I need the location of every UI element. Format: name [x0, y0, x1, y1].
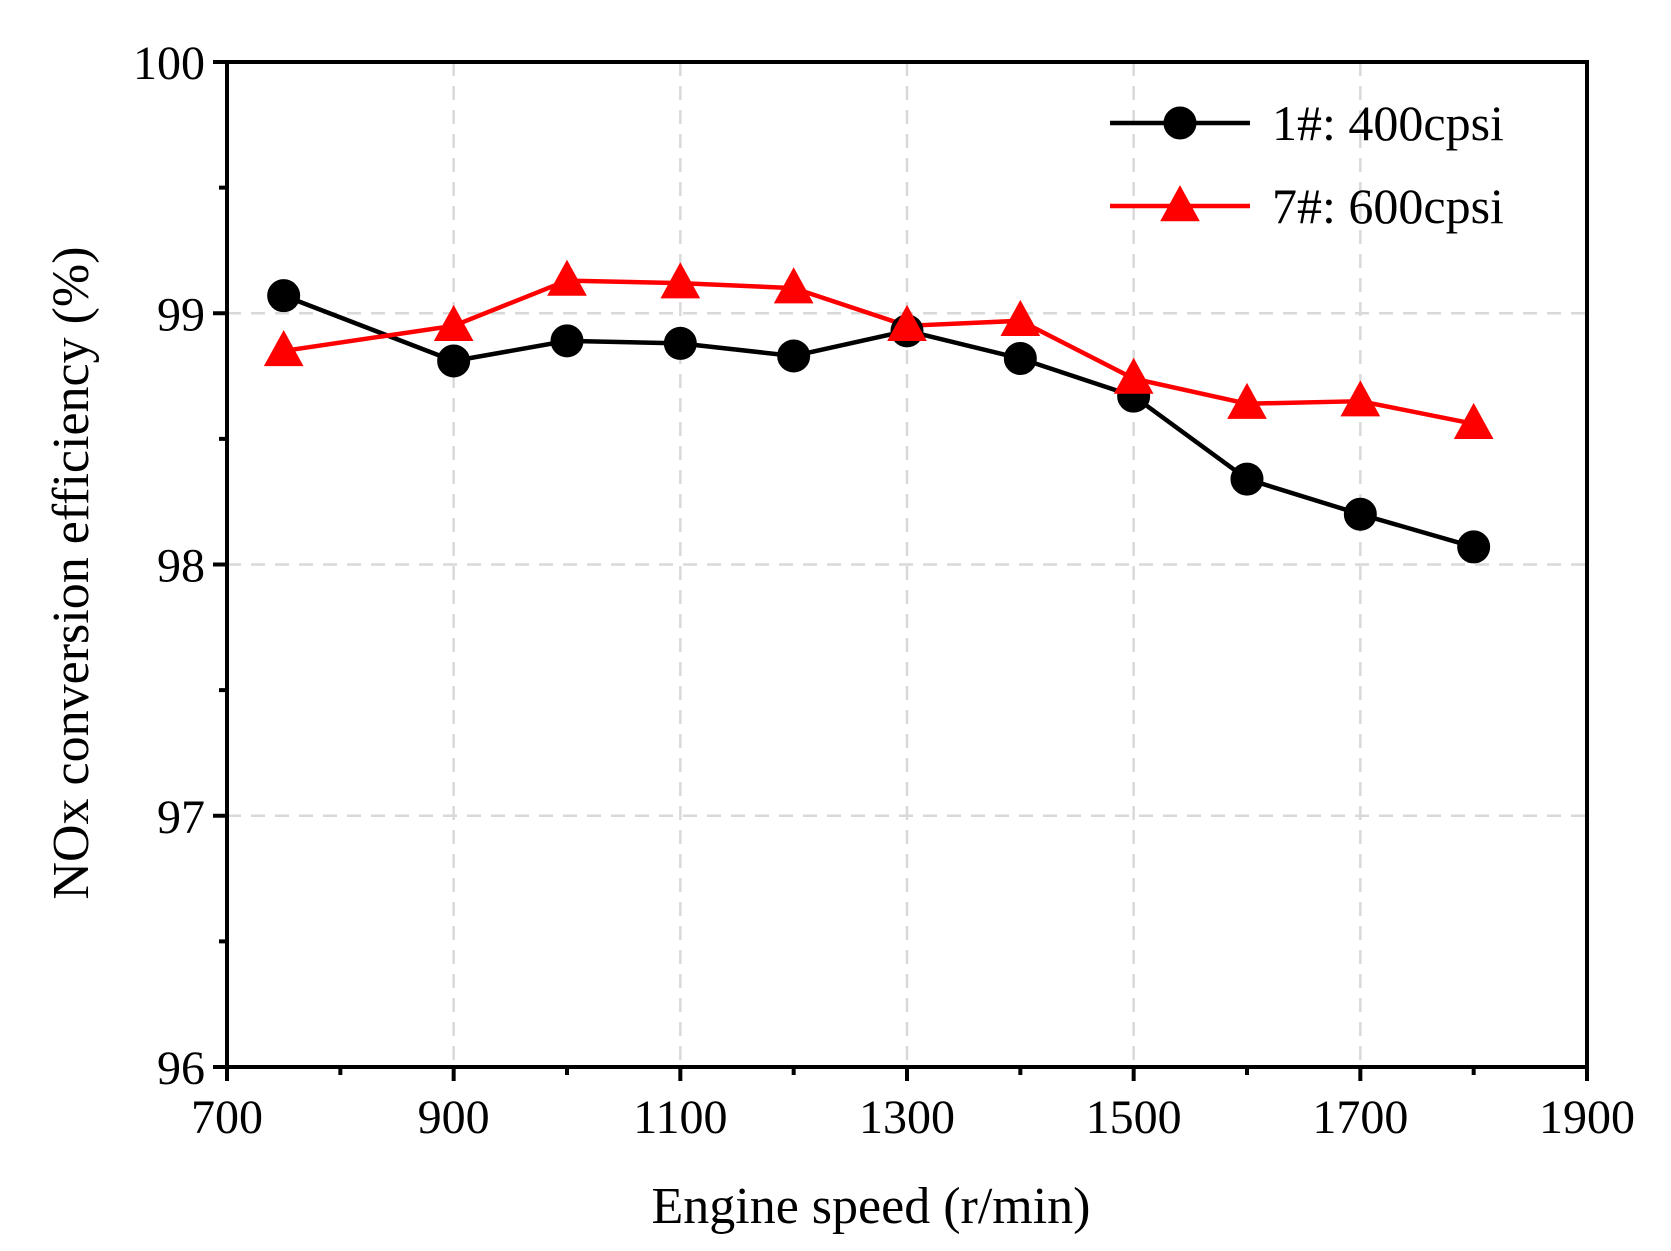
series-layer: [263, 259, 1494, 564]
series-400cpsi-point: [1003, 341, 1037, 375]
x-tick-label: 1900: [1539, 1091, 1635, 1144]
series-600cpsi-point: [1000, 299, 1041, 337]
series-400cpsi-point: [663, 326, 697, 360]
y-tick-label: 97: [157, 791, 205, 844]
y-tick-label: 99: [157, 288, 205, 341]
x-tick-label: 700: [191, 1091, 263, 1144]
x-tick-label: 1500: [1086, 1091, 1182, 1144]
y-axis-title: NOx conversion efficiency (%): [43, 246, 100, 899]
series-400cpsi-point: [267, 279, 301, 313]
series-600cpsi-point: [1113, 357, 1154, 394]
series-600cpsi-point: [773, 267, 814, 304]
legend-400cpsi-label: 1#: 400cpsi: [1272, 95, 1504, 151]
x-tick-label: 1700: [1312, 1091, 1408, 1144]
series-400cpsi-point: [437, 344, 471, 378]
legend: 1#: 400cpsi 7#: 600cpsi: [1110, 95, 1504, 234]
x-axis-title: Engine speed (r/min): [652, 1178, 1091, 1235]
series-600cpsi-point: [660, 262, 701, 299]
x-tick-label: 900: [418, 1091, 490, 1144]
axes-layer: 700 900 1100 1300 1500 1700 1900 96 97 98 99 100: [133, 37, 1635, 1144]
series-600cpsi-point: [263, 330, 304, 367]
series-600cpsi-point: [433, 304, 474, 342]
series-400cpsi-point: [1343, 497, 1377, 531]
y-tick-label: 98: [157, 540, 205, 593]
legend-600cpsi-marker: [1160, 185, 1200, 222]
x-tick-label: 1100: [633, 1091, 727, 1144]
series-600cpsi-point: [547, 259, 587, 296]
series-400cpsi-point: [777, 339, 811, 373]
series-400cpsi-point: [1230, 462, 1264, 496]
series-600cpsi-point: [1453, 402, 1494, 440]
series-400cpsi-point: [550, 324, 584, 358]
y-tick-label: 100: [133, 37, 205, 90]
x-tick-label: 1300: [859, 1091, 955, 1144]
legend-400cpsi-marker: [1163, 106, 1197, 140]
legend-600cpsi-label: 7#: 600cpsi: [1272, 178, 1504, 234]
series-400cpsi-point: [1457, 530, 1491, 564]
y-tick-label: 96: [157, 1042, 205, 1095]
series-600cpsi-point: [1340, 380, 1381, 417]
series-600cpsi-point: [1227, 382, 1267, 419]
series-600cpsi-point: [887, 304, 927, 342]
